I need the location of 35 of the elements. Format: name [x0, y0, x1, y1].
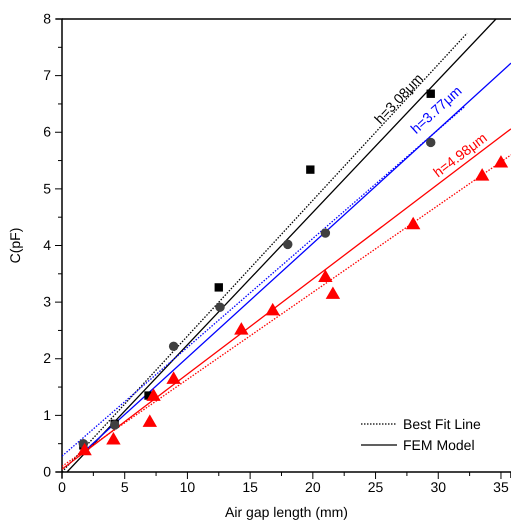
- point: [142, 414, 157, 427]
- point: [320, 228, 330, 238]
- point: [326, 286, 340, 299]
- point: [166, 371, 181, 384]
- point: [234, 322, 249, 335]
- y-tick-label: 5: [43, 180, 52, 196]
- x-tick-label: 30: [430, 478, 446, 495]
- x-tick-label: 10: [180, 478, 196, 495]
- point: [265, 302, 280, 316]
- x-tick-label: 20: [305, 478, 321, 495]
- y-tick-label: 1: [43, 406, 52, 423]
- x-tick-label: 5: [120, 478, 129, 495]
- y-tick-label: 3: [43, 294, 52, 310]
- y-tick-label: 0: [43, 463, 52, 480]
- y-axis-title: C(pF): [7, 228, 23, 264]
- point: [77, 442, 92, 456]
- y-tick-label: 8: [43, 10, 52, 26]
- x-tick-label: 25: [368, 478, 384, 495]
- x-axis-title: Air gap length (mm): [225, 504, 348, 520]
- point: [106, 432, 121, 444]
- point: [494, 155, 508, 168]
- x-tick-label: 15: [242, 478, 258, 495]
- point: [146, 388, 161, 401]
- point: [406, 216, 420, 230]
- y-tick-label: 7: [43, 67, 52, 84]
- x-tick-label: 0: [58, 478, 66, 495]
- point: [283, 240, 292, 250]
- y-tick-label: 6: [43, 124, 52, 140]
- y-tick-label: 4: [43, 236, 52, 253]
- y-tick-label: 2: [43, 350, 52, 366]
- legend-label: Best Fit Line: [403, 416, 482, 432]
- point: [318, 269, 333, 282]
- legend-label: FEM Model: [403, 436, 475, 453]
- point: [306, 165, 315, 174]
- x-tick-label: 35: [493, 478, 509, 495]
